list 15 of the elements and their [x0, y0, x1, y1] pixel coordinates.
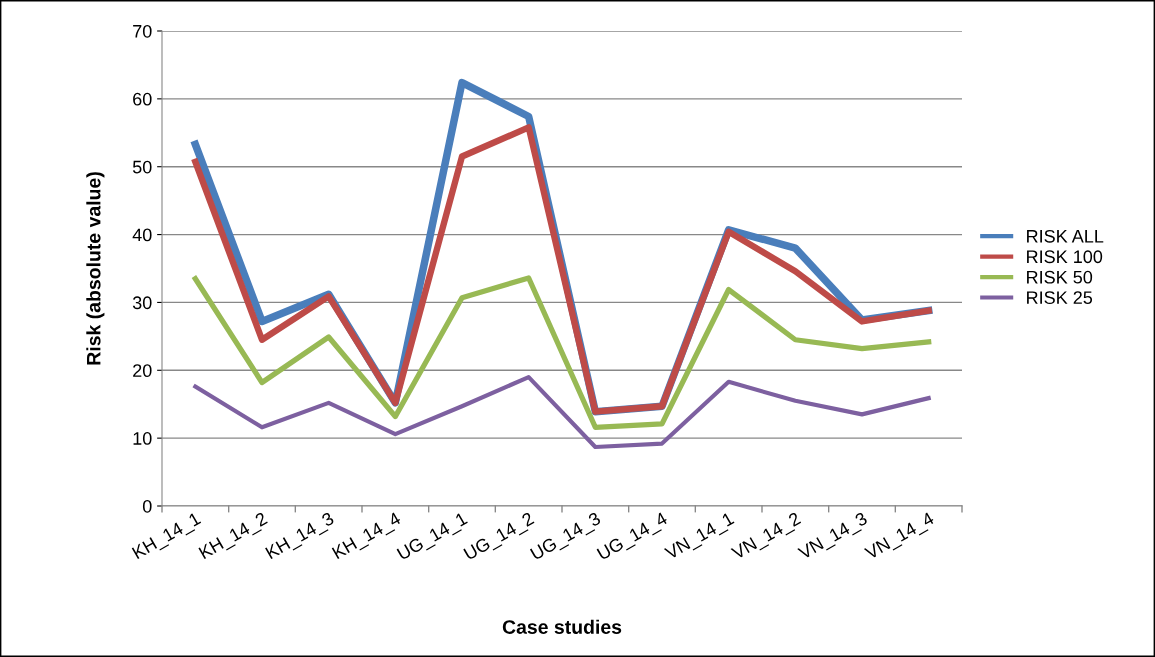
y-tick-label: 70: [133, 24, 152, 38]
y-axis-title: Risk (absolute value): [86, 172, 105, 365]
x-axis-title: Case studies: [502, 619, 622, 634]
legend-label: RISK 50: [1027, 270, 1093, 284]
line-series: [193, 374, 931, 450]
legend-label: RISK 100: [1027, 250, 1103, 264]
y-tick-label: 30: [132, 296, 152, 310]
y-tick-label: 20: [133, 364, 152, 378]
legend-label: RISK ALL: [1027, 229, 1104, 243]
y-tick-label: 40: [132, 228, 152, 242]
legend-label: RISK 25: [1027, 291, 1093, 305]
y-tick-label: 0: [142, 499, 152, 513]
y-tick-label: 60: [133, 92, 152, 106]
y-tick-label: 10: [133, 432, 152, 445]
y-tick-label: 50: [132, 160, 152, 174]
